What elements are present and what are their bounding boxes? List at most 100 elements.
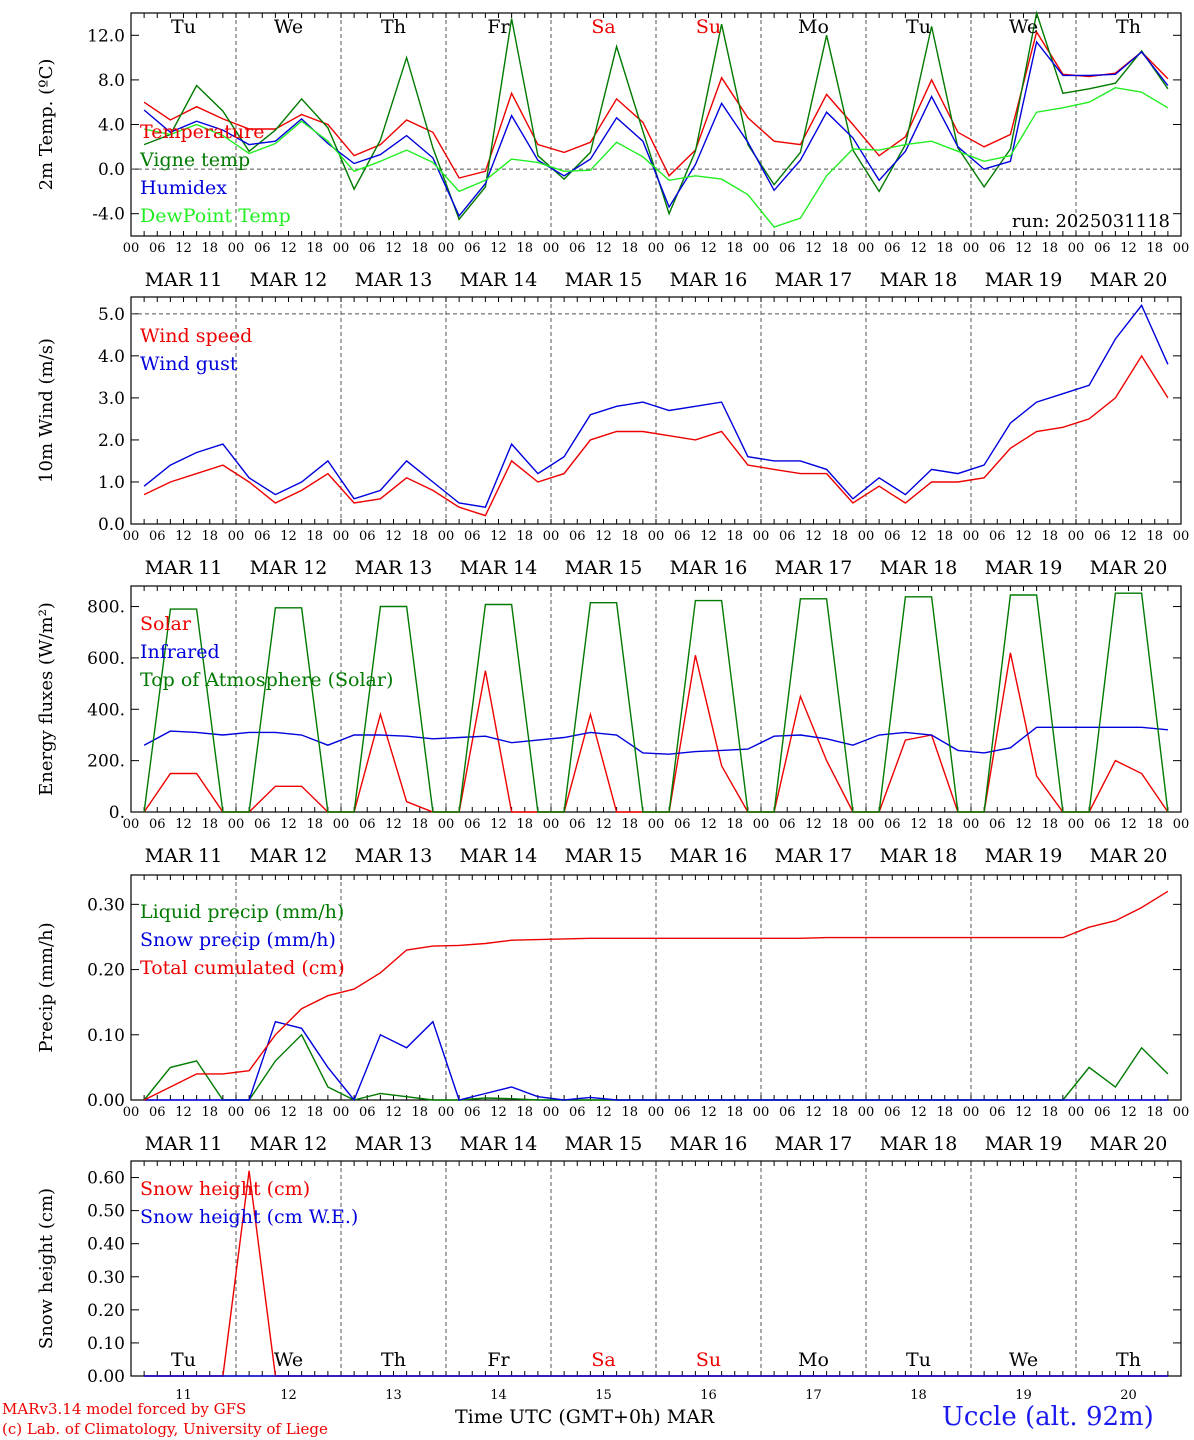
legend-entry: Top of Atmosphere (Solar) (140, 669, 393, 691)
hour-label: 12 (1015, 241, 1032, 256)
y-tick-label: 8.0 (98, 71, 125, 91)
hour-label: 12 (175, 1105, 192, 1120)
hour-label: 18 (621, 241, 638, 256)
hour-label: 12 (805, 241, 822, 256)
hour-label: 12 (805, 529, 822, 544)
hour-label: 12 (175, 529, 192, 544)
hour-label: 06 (254, 1105, 271, 1120)
hour-label: 06 (674, 529, 691, 544)
hour-label: 00 (1068, 817, 1085, 832)
hour-label: 00 (963, 1105, 980, 1120)
hour-label: 00 (1173, 241, 1190, 256)
hour-label: 06 (464, 1105, 481, 1120)
y-axis-label: 10m Wind (m/s) (36, 338, 57, 483)
hour-label: 12 (1015, 1105, 1032, 1120)
hour-label: 18 (726, 817, 743, 832)
weekday-label: Tu (906, 1349, 931, 1371)
day-number-label: 16 (700, 1388, 717, 1403)
legend-entry: Vigne temp (139, 149, 250, 171)
hour-label: 00 (753, 529, 770, 544)
hour-label: 06 (884, 529, 901, 544)
day-number-label: 15 (595, 1388, 612, 1403)
hour-label: 18 (726, 529, 743, 544)
day-number-label: 19 (1015, 1388, 1032, 1403)
hour-label: 12 (280, 1105, 297, 1120)
day-label: MAR 15 (565, 557, 643, 579)
hour-label: 06 (674, 241, 691, 256)
day-number-label: 13 (385, 1388, 402, 1403)
series-line-dewpoint-temp (143, 86, 1169, 228)
hour-label: 06 (884, 1105, 901, 1120)
y-tick-label: 0.10 (87, 1334, 125, 1354)
hour-label: 06 (254, 817, 271, 832)
hour-label: 12 (1120, 1105, 1137, 1120)
hour-label: 12 (175, 241, 192, 256)
day-label: MAR 18 (880, 269, 958, 291)
day-number-label: 17 (805, 1388, 822, 1403)
hour-label: 18 (516, 1105, 533, 1120)
legend-entry: Liquid precip (mm/h) (140, 901, 344, 923)
hour-label: 18 (201, 241, 218, 256)
hour-label: 12 (490, 529, 507, 544)
y-tick-label: 2.0 (98, 431, 125, 451)
hour-label: 06 (779, 529, 796, 544)
y-tick-label: 0.30 (87, 1268, 125, 1288)
hour-label: 00 (858, 1105, 875, 1120)
hour-label: 00 (228, 241, 245, 256)
weekday-label: Tu (171, 16, 196, 38)
series-line-snow-precip-mm-h- (144, 1020, 1168, 1102)
y-axis-label: Snow height (cm) (36, 1188, 57, 1349)
hour-label: 06 (149, 529, 166, 544)
day-label: MAR 11 (145, 845, 223, 867)
hour-label: 12 (805, 1105, 822, 1120)
hour-label: 12 (595, 529, 612, 544)
hour-label: 18 (516, 817, 533, 832)
hour-label: 06 (149, 241, 166, 256)
weekday-label: We (1009, 16, 1038, 38)
hour-label: 18 (726, 241, 743, 256)
hour-label: 00 (333, 529, 350, 544)
hour-label: 12 (1120, 817, 1137, 832)
y-tick-label: 1.0 (98, 473, 125, 493)
hour-label: 06 (989, 817, 1006, 832)
hour-label: 06 (254, 241, 271, 256)
hour-label: 00 (753, 241, 770, 256)
y-tick-label: 0.10 (87, 1026, 125, 1046)
day-label: MAR 11 (145, 557, 223, 579)
day-label: MAR 15 (565, 1133, 643, 1155)
hour-label: 00 (543, 817, 560, 832)
hour-label: 12 (700, 241, 717, 256)
hour-label: 12 (280, 817, 297, 832)
day-label: MAR 15 (565, 269, 643, 291)
hour-label: 06 (884, 241, 901, 256)
hour-label: 12 (385, 817, 402, 832)
hour-label: 12 (910, 1105, 927, 1120)
hour-label: 06 (1094, 817, 1111, 832)
hour-label: 00 (753, 1105, 770, 1120)
hour-label: 18 (201, 1105, 218, 1120)
hour-label: 06 (989, 529, 1006, 544)
series-line-infrared (143, 726, 1168, 755)
hour-label: 00 (228, 529, 245, 544)
weekday-label: Th (1116, 16, 1141, 38)
y-tick-label: 0.30 (87, 895, 125, 915)
hour-label: 06 (779, 241, 796, 256)
y-tick-label: 4.0 (98, 347, 125, 367)
hour-label: 06 (989, 1105, 1006, 1120)
day-label: MAR 18 (880, 1133, 958, 1155)
hour-label: 18 (1146, 241, 1163, 256)
hour-label: 00 (123, 1105, 140, 1120)
hour-label: 06 (359, 529, 376, 544)
hour-label: 06 (464, 817, 481, 832)
day-label: MAR 20 (1090, 557, 1168, 579)
hour-label: 06 (359, 241, 376, 256)
hour-label: 18 (621, 1105, 638, 1120)
hour-label: 18 (411, 241, 428, 256)
legend-entry: Snow height (cm) (140, 1178, 310, 1200)
weekday-label: We (274, 1349, 303, 1371)
hour-label: 18 (936, 241, 953, 256)
y-tick-label: 0.00 (87, 1091, 125, 1111)
hour-label: 00 (438, 1105, 455, 1120)
weekday-label: Tu (171, 1349, 196, 1371)
